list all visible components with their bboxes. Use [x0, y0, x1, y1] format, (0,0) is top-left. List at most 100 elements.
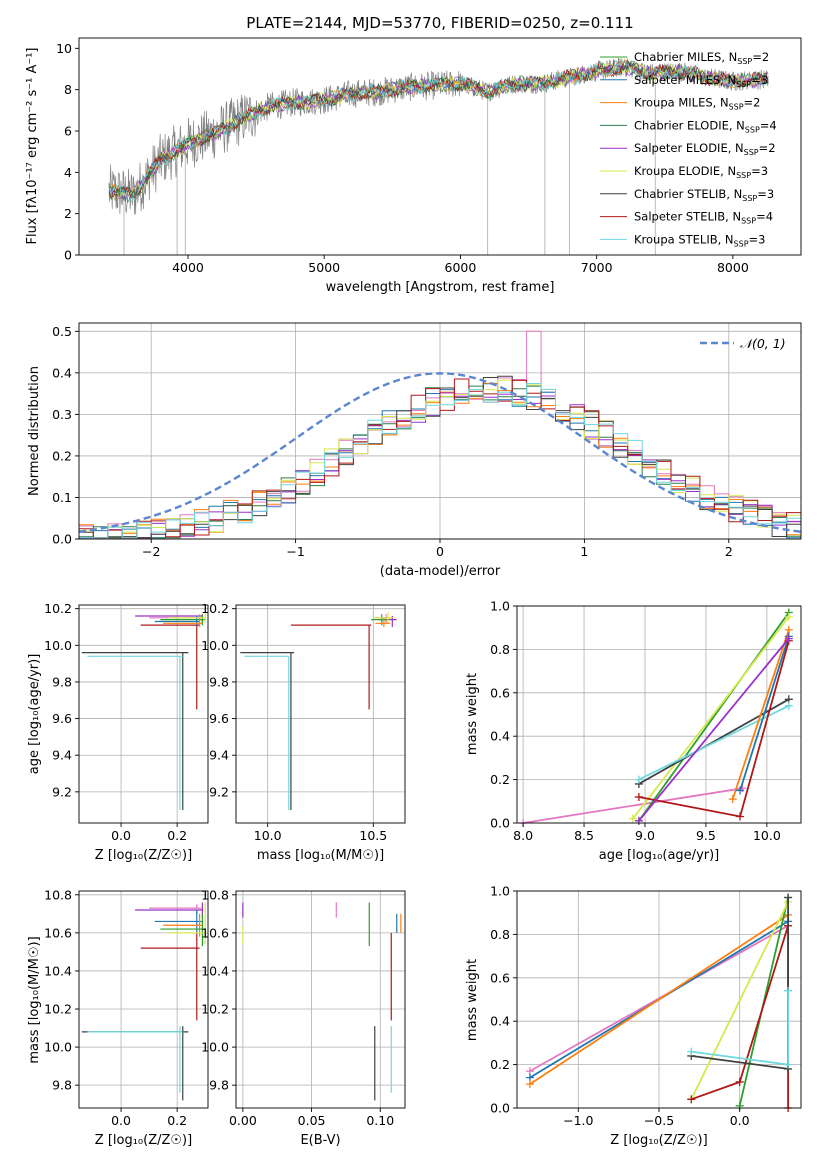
weight-series-line	[638, 637, 790, 822]
x-tick-label: 8.5	[574, 828, 594, 843]
y-tick-label: 10.0	[201, 1040, 229, 1055]
y-tick-label: 0.6	[490, 685, 510, 700]
weight-series-line	[731, 629, 790, 800]
legend-label: Chabrier STELIB, NSSP=3	[634, 187, 774, 203]
y-tick-label: 0.2	[52, 448, 72, 463]
legend-label: Chabrier ELODIE, NSSP=4	[634, 118, 777, 134]
y-axis-label: Flux [fλ10⁻¹⁷ erg cm⁻² s⁻¹ A⁻¹]	[25, 48, 40, 245]
weight-point-marker	[735, 1077, 744, 1086]
weight-series-line	[638, 611, 790, 822]
weight-series-line	[690, 901, 789, 1100]
x-axis-label: Z [log₁₀(Z/Z☉)]	[610, 1133, 707, 1148]
y-tick-label: 10.6	[44, 925, 72, 940]
y-tick-label: 9.8	[209, 1078, 229, 1093]
gaussian-curve	[79, 372, 801, 533]
y-tick-label: 0.6	[490, 970, 510, 985]
x-tick-label: 0.2	[167, 1113, 187, 1128]
histogram-series	[79, 392, 801, 539]
weight-series-line	[529, 924, 789, 1072]
y-tick-label: 9.4	[52, 748, 72, 763]
x-tick-label: 0.0	[111, 1113, 131, 1128]
y-tick-label: 10.6	[201, 925, 229, 940]
x-tick-label: 5000	[308, 260, 340, 275]
axes-frame	[516, 605, 802, 824]
model-spectrum	[108, 58, 769, 203]
y-tick-label: 0.4	[490, 1014, 510, 1029]
weight-point-marker	[736, 786, 745, 795]
y-tick-label: 10	[56, 41, 72, 56]
y-tick-label: 0.2	[490, 1057, 510, 1072]
y-tick-label: 10.2	[44, 601, 72, 616]
x-tick-label: 1	[580, 544, 588, 559]
y-tick-label: 1.0	[490, 599, 510, 614]
weight-point-marker	[525, 1080, 534, 1089]
y-tick-label: 9.6	[209, 711, 229, 726]
age-vs-mass-plot: 10.0 10.5 9.2 9.4 9.6 9.8 10.0 10.2 mass [log₁₀(…	[201, 601, 406, 863]
axes-frame	[235, 604, 406, 824]
legend-label: Kroupa ELODIE, NSSP=3	[634, 164, 768, 180]
y-tick-label: 10.2	[201, 1002, 229, 1017]
weight-series-line	[632, 616, 790, 820]
spectrum-plot: 4000 5000 6000 7000 8000 0 2 4 6 8 10 wavelength [A…	[25, 37, 802, 295]
x-tick-label: 7000	[581, 260, 613, 275]
legend-label: Salpeter ELODIE, NSSP=2	[634, 141, 776, 157]
weight-vs-metallicity-plot: −1.0 −0.5 0.0 0.0 0.2 0.4 0.6 0.8 1.0 Z [log₁₀(Z/…	[465, 884, 802, 1148]
x-tick-label: −2	[142, 544, 160, 559]
weight-series-line	[739, 636, 790, 791]
y-axis-label: Normed distribution	[27, 366, 42, 496]
x-axis-label: mass [log₁₀(M/M☉)]	[257, 848, 384, 863]
x-tick-label: 9.5	[696, 828, 716, 843]
x-tick-label: 0.05	[298, 1113, 326, 1128]
y-tick-label: 10.2	[44, 1002, 72, 1017]
x-tick-label: −1.0	[563, 1113, 593, 1128]
x-tick-label: 10.0	[753, 828, 781, 843]
legend-label: Salpeter MILES, NSSP=3	[634, 73, 768, 89]
weight-point-marker	[628, 814, 637, 823]
weight-vs-age-plot: 8.0 8.5 9.0 9.5 10.0 0.0 0.2 0.4 0.6 0.8 1.0 age [l…	[465, 599, 802, 863]
y-tick-label: 0.0	[490, 1101, 510, 1116]
x-axis-label: wavelength [Angstrom, rest frame]	[326, 280, 555, 295]
legend-label: 𝒩(0, 1)	[740, 336, 786, 351]
y-tick-label: 9.2	[209, 784, 229, 799]
y-tick-label: 9.8	[52, 1078, 72, 1093]
weight-point-marker	[634, 816, 643, 825]
y-tick-label: 0.1	[52, 490, 72, 505]
y-axis-label: mass weight	[465, 673, 480, 755]
weight-point-marker	[634, 775, 643, 784]
legend-label: Chabrier MILES, NSSP=2	[634, 50, 769, 66]
y-tick-label: 0.4	[52, 365, 72, 380]
weight-point-marker	[784, 1060, 793, 1069]
y-axis-label: mass weight	[465, 959, 480, 1041]
weight-point-marker	[687, 1047, 696, 1056]
mass-vs-metallicity-plot: 0.0 0.2 9.8 10.0 10.2 10.4 10.6 10.8 Z [log₁₀(Z/…	[27, 887, 209, 1148]
weight-series-line	[529, 914, 789, 1085]
x-tick-label: 8.0	[513, 828, 533, 843]
x-tick-label: 0.0	[111, 828, 131, 843]
y-tick-label: 10.8	[44, 887, 72, 902]
weight-point-marker	[784, 634, 793, 643]
y-tick-label: 10.0	[44, 638, 72, 653]
y-tick-label: 2	[64, 206, 72, 221]
x-tick-label: 0.2	[167, 828, 187, 843]
spectrum-lines	[108, 57, 769, 255]
histogram-series	[79, 378, 801, 539]
weight-point-marker	[634, 792, 643, 801]
figure-title: PLATE=2144, MJD=53770, FIBERID=0250, z=0…	[246, 14, 633, 32]
x-axis-label: Z [log₁₀(Z/Z☉)]	[95, 1133, 192, 1148]
y-axis-label: age [log₁₀(age/yr)]	[27, 654, 42, 775]
y-tick-label: 9.6	[52, 711, 72, 726]
histogram-steps	[79, 330, 801, 539]
weight-point-marker	[784, 701, 793, 710]
y-tick-label: 9.8	[52, 674, 72, 689]
y-tick-label: 0.8	[490, 642, 510, 657]
y-tick-label: 10.4	[44, 963, 72, 978]
y-tick-label: 10.8	[201, 887, 229, 902]
model-spectrum	[108, 59, 769, 200]
legend-label: Kroupa STELIB, NSSP=3	[634, 232, 765, 248]
y-tick-label: 9.8	[209, 674, 229, 689]
y-tick-label: 10.0	[201, 638, 229, 653]
y-tick-label: 0.5	[52, 324, 72, 339]
x-tick-label: 4000	[172, 260, 204, 275]
weight-point-marker	[784, 893, 793, 902]
